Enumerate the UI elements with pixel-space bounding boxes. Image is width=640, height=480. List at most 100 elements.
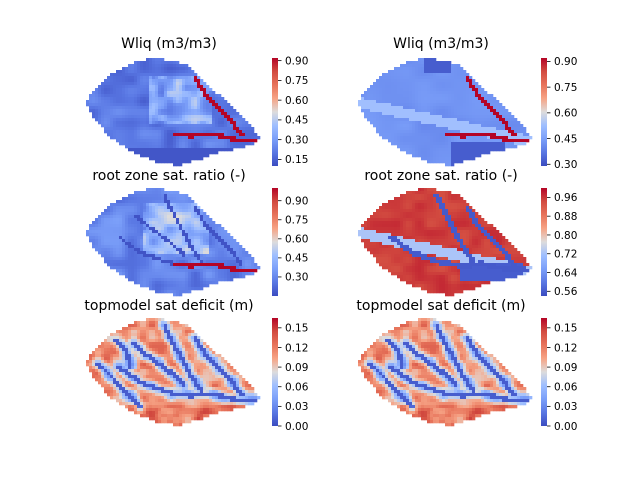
- heatmap-cell: [391, 88, 395, 92]
- heatmap-cell: [179, 70, 183, 74]
- heatmap-cell: [179, 260, 183, 264]
- heatmap-cell: [182, 245, 186, 249]
- heatmap-cell: [134, 230, 138, 234]
- heatmap-cell: [206, 100, 210, 104]
- heatmap-cell: [388, 103, 392, 107]
- heatmap-cell: [209, 266, 213, 270]
- heatmap-cell: [191, 251, 195, 255]
- heatmap-cell: [469, 121, 473, 125]
- heatmap-cell: [128, 136, 132, 140]
- heatmap-cell: [200, 266, 204, 270]
- heatmap-cell: [185, 88, 189, 92]
- heatmap-cell: [478, 254, 482, 258]
- heatmap-cell: [200, 251, 204, 255]
- heatmap-cell: [101, 224, 105, 228]
- heatmap-cell: [167, 106, 171, 110]
- heatmap-cell: [472, 242, 476, 246]
- heatmap-cell: [433, 151, 437, 155]
- heatmap-cell: [221, 245, 225, 249]
- heatmap-cell: [433, 97, 437, 101]
- heatmap-cell: [164, 106, 168, 110]
- heatmap-cell: [514, 130, 518, 134]
- heatmap-cell: [424, 145, 428, 149]
- heatmap-cell: [131, 221, 135, 225]
- heatmap-cell: [439, 215, 443, 219]
- heatmap-cell: [116, 212, 120, 216]
- heatmap-cell: [394, 91, 398, 95]
- heatmap-cell: [379, 248, 383, 252]
- heatmap-cell: [110, 73, 114, 77]
- heatmap-cell: [122, 200, 126, 204]
- heatmap-cell: [379, 260, 383, 264]
- heatmap-cell: [161, 287, 165, 291]
- heatmap-cell: [182, 260, 186, 264]
- heatmap-cell: [188, 239, 192, 243]
- heatmap-cell: [143, 124, 147, 128]
- heatmap-cell: [511, 260, 515, 264]
- heatmap-cell: [242, 139, 246, 143]
- heatmap-cell: [176, 197, 180, 201]
- heatmap-cell: [472, 121, 476, 125]
- heatmap-cell: [415, 203, 419, 207]
- heatmap-cell: [406, 64, 410, 68]
- heatmap-cell: [179, 76, 183, 80]
- heatmap-cell: [373, 118, 377, 122]
- heatmap-cell: [167, 218, 171, 222]
- heatmap-cell: [125, 236, 129, 240]
- heatmap-cell: [451, 160, 455, 164]
- heatmap-cell: [403, 148, 407, 152]
- heatmap-cell: [481, 124, 485, 128]
- heatmap-cell: [499, 145, 503, 149]
- heatmap-cell: [224, 278, 228, 282]
- heatmap-cell: [122, 94, 126, 98]
- heatmap-cell: [373, 230, 377, 234]
- heatmap-cell: [161, 124, 165, 128]
- heatmap-cell: [517, 124, 521, 128]
- heatmap-cell: [149, 287, 153, 291]
- heatmap-cell: [451, 118, 455, 122]
- heatmap-cell: [116, 88, 120, 92]
- heatmap-cell: [188, 230, 192, 234]
- heatmap-cell: [197, 275, 201, 279]
- heatmap-cell: [143, 227, 147, 231]
- heatmap-cell: [248, 124, 252, 128]
- heatmap-cell: [143, 203, 147, 207]
- heatmap-cell: [457, 148, 461, 152]
- heatmap-cell: [403, 97, 407, 101]
- heatmap-cell: [134, 79, 138, 83]
- heatmap-cell: [457, 218, 461, 222]
- heatmap-cell: [406, 133, 410, 137]
- heatmap-cell: [406, 257, 410, 261]
- heatmap-cell: [239, 245, 243, 249]
- heatmap-cell: [472, 233, 476, 237]
- heatmap-cell: [128, 70, 132, 74]
- heatmap-cell: [475, 151, 479, 155]
- heatmap-cell: [236, 269, 240, 273]
- heatmap-cell: [146, 112, 150, 116]
- heatmap-cell: [478, 263, 482, 267]
- heatmap-cell: [104, 209, 108, 213]
- heatmap-cell: [221, 275, 225, 279]
- heatmap-cell: [104, 88, 108, 92]
- heatmap-cell: [475, 257, 479, 261]
- heatmap-cell: [448, 142, 452, 146]
- heatmap-cell: [89, 239, 93, 243]
- heatmap-cell: [463, 251, 467, 255]
- heatmap-cell: [496, 127, 500, 131]
- heatmap-cell: [206, 154, 210, 158]
- heatmap-cell: [406, 109, 410, 113]
- heatmap-cell: [445, 88, 449, 92]
- heatmap-cell: [149, 148, 153, 152]
- heatmap-cell: [364, 100, 368, 104]
- heatmap-cell: [182, 130, 186, 134]
- heatmap-cell: [188, 251, 192, 255]
- heatmap-cell: [140, 61, 144, 65]
- heatmap-cell: [505, 124, 509, 128]
- heatmap-cell: [116, 218, 120, 222]
- heatmap-cell: [182, 103, 186, 107]
- heatmap-cell: [397, 73, 401, 77]
- heatmap-cell: [463, 248, 467, 252]
- heatmap-cell: [152, 287, 156, 291]
- heatmap-cell: [131, 242, 135, 246]
- heatmap-cell: [140, 73, 144, 77]
